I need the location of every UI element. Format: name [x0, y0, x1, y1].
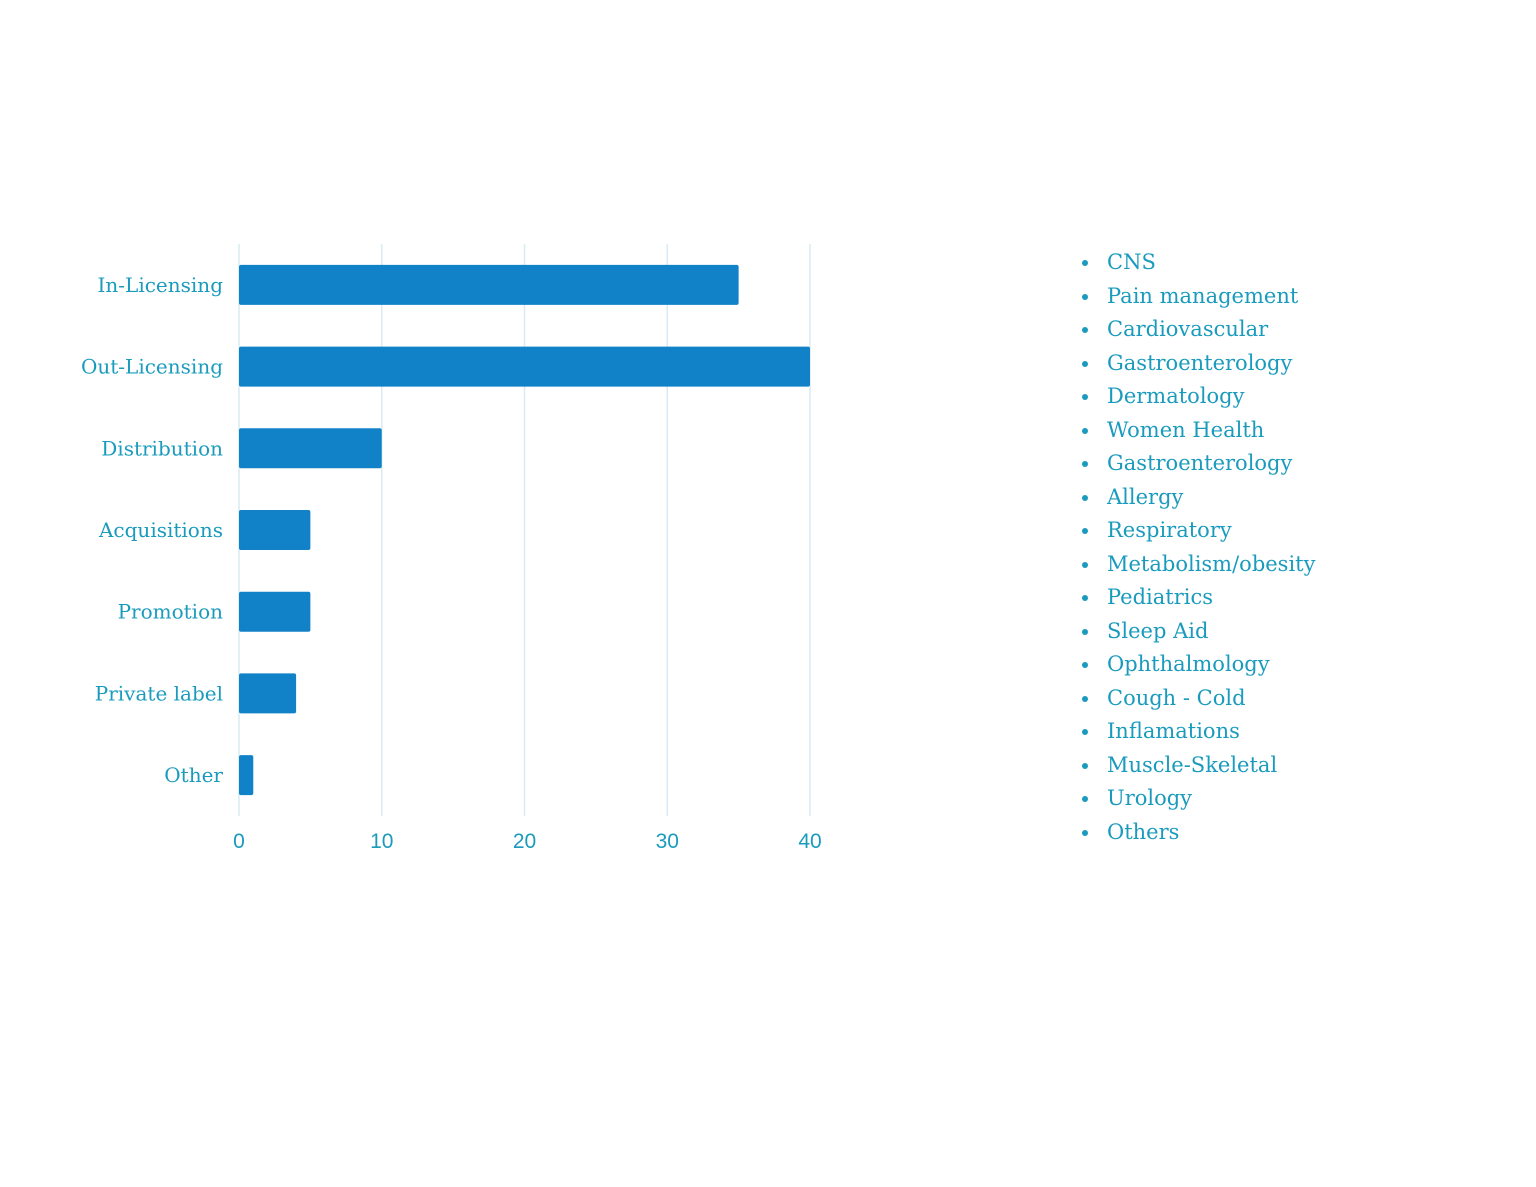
- list-item-label: Dermatology: [1107, 384, 1245, 408]
- list-item-label: Ophthalmology: [1107, 652, 1270, 676]
- x-tick-label: 30: [656, 830, 679, 853]
- list-item-label: Inflamations: [1107, 719, 1240, 743]
- list-item: Pain management: [1076, 280, 1315, 314]
- category-label: Other: [164, 763, 223, 787]
- bars: [239, 264, 810, 796]
- list-item: Gastroenterology: [1076, 347, 1315, 381]
- category-label: Private label: [95, 681, 223, 705]
- bullet-icon: [1082, 561, 1088, 568]
- list-item-label: Allergy: [1107, 484, 1184, 509]
- bullet-icon: [1082, 427, 1088, 434]
- list-item-label: Muscle-Skeletal: [1107, 752, 1278, 777]
- list-item-label: Metabolism/obesity: [1107, 551, 1316, 576]
- list-item-label: Respiratory: [1107, 518, 1232, 542]
- bar-out-licensing: [239, 346, 810, 387]
- category-label: Acquisitions: [98, 518, 223, 542]
- bullet-icon: [1082, 327, 1088, 333]
- list-item-label: Pain management: [1107, 283, 1299, 308]
- bullet-icon: [1082, 293, 1088, 300]
- bar-acquisitions: [239, 510, 311, 550]
- list-item-label: Cardiovascular: [1107, 317, 1269, 341]
- list-item: Dermatology: [1076, 380, 1315, 414]
- bullet-icon: [1082, 762, 1088, 769]
- tick-labels: 0 10 20 30 40: [233, 830, 822, 853]
- x-tick-label: 10: [370, 830, 393, 853]
- bullet-icon: [1082, 829, 1088, 836]
- list-item: Sleep Aid: [1076, 615, 1315, 649]
- bullet-icon: [1082, 394, 1088, 400]
- category-label: Promotion: [118, 600, 224, 624]
- list-item: Inflamations: [1076, 715, 1315, 749]
- bullet-icon: [1082, 595, 1088, 601]
- list-item: Cardiovascular: [1076, 313, 1315, 347]
- list-item: Muscle-Skeletal: [1076, 749, 1315, 783]
- bar-in-licensing: [239, 264, 739, 305]
- bullet-icon: [1082, 528, 1088, 534]
- list-item-label: Pediatrics: [1107, 585, 1214, 609]
- bullet-icon: [1082, 796, 1088, 802]
- bullet-icon: [1082, 628, 1088, 635]
- category-label: In-Licensing: [98, 273, 224, 297]
- x-tick-label: 40: [798, 830, 821, 853]
- list-item-label: Urology: [1107, 786, 1193, 810]
- bullet-icon: [1082, 695, 1088, 702]
- list-item-label: Gastroenterology: [1107, 451, 1293, 475]
- bar-private-label: [239, 673, 297, 714]
- bullet-icon: [1082, 729, 1088, 735]
- list-item: Urology: [1076, 782, 1315, 816]
- bullet-icon: [1082, 662, 1088, 668]
- list-item: Women Health: [1076, 414, 1315, 448]
- list-item-label: Others: [1107, 819, 1180, 844]
- list-item: Gastroenterology: [1076, 447, 1315, 481]
- list-item-label: Gastroenterology: [1107, 350, 1293, 375]
- bar-chart: In-Licensing Out-Licensing Distribution Acq…: [81, 244, 822, 853]
- bullet-icon: [1082, 494, 1088, 501]
- list-item-label: Women Health: [1107, 417, 1265, 442]
- category-labels: In-Licensing Out-Licensing Distribution Acq…: [81, 273, 223, 787]
- list-item: Allergy: [1076, 481, 1315, 515]
- x-tick-label: 0: [233, 830, 245, 853]
- list-item: Pediatrics: [1076, 581, 1315, 615]
- grid-lines: [238, 244, 811, 816]
- category-label: Out-Licensing: [81, 355, 223, 379]
- bullet-icon: [1082, 461, 1088, 467]
- list-item: CNS: [1076, 246, 1315, 280]
- list-item: Others: [1076, 816, 1315, 850]
- x-tick-label: 20: [513, 830, 536, 853]
- bar-other: [239, 755, 254, 796]
- category-label: Distribution: [101, 436, 223, 460]
- list-item-label: CNS: [1107, 250, 1156, 274]
- bar-promotion: [239, 591, 311, 632]
- list-item: Cough - Cold: [1076, 682, 1315, 716]
- bar-distribution: [239, 428, 382, 469]
- bullet-icon: [1082, 260, 1088, 266]
- list-item: Respiratory: [1076, 514, 1315, 548]
- list-item: Metabolism/obesity: [1076, 548, 1315, 582]
- list-item-label: Cough - Cold: [1107, 685, 1246, 710]
- list-item: Ophthalmology: [1076, 648, 1315, 682]
- category-list: CNS Pain management Cardiovascular Gastroen…: [1076, 246, 1315, 849]
- bullet-icon: [1082, 360, 1088, 367]
- list-item-label: Sleep Aid: [1107, 618, 1209, 643]
